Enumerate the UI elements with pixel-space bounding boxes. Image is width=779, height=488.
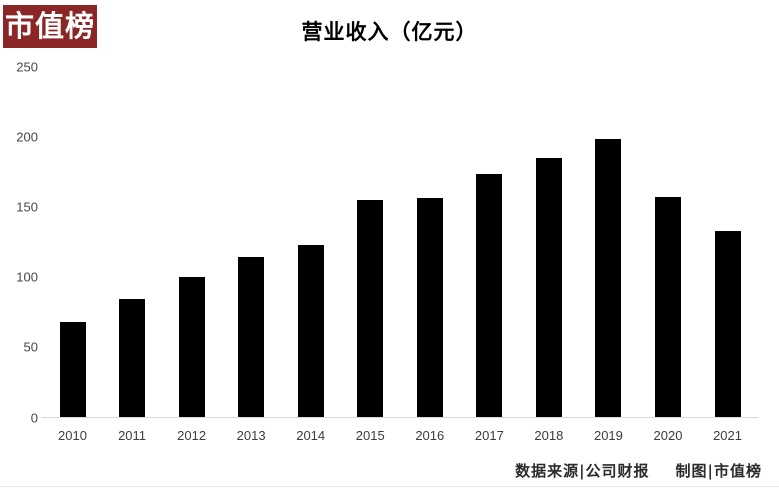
x-axis-tick-label: 2014 [296, 428, 326, 443]
y-axis-tick-label: 50 [23, 339, 38, 355]
bar-2010 [59, 321, 86, 417]
chart-credit-label: 制图|市值榜 [675, 462, 762, 480]
bar-2011 [119, 299, 146, 417]
data-source-label: 数据来源|公司财报 [515, 462, 650, 480]
x-axis-line [42, 417, 758, 418]
x-axis-tick-label: 2021 [713, 428, 742, 443]
bar-2020 [655, 196, 681, 417]
x-axis-tick-label: 2016 [415, 428, 445, 443]
bottom-divider [0, 486, 779, 487]
y-axis-tick-label: 100 [16, 269, 38, 285]
bar-2019 [595, 139, 622, 417]
bar-2017 [476, 174, 503, 417]
y-axis-tick-label: 0 [30, 410, 38, 425]
bar-2012 [178, 276, 205, 417]
bar-2015 [357, 199, 384, 417]
x-axis-tick-label: 2010 [58, 428, 87, 443]
y-axis-tick-label: 200 [16, 129, 38, 145]
x-axis-tick-label: 2013 [236, 428, 266, 443]
y-axis-tick-label: 150 [16, 199, 38, 215]
bar-2014 [297, 244, 324, 417]
bar-2018 [535, 157, 562, 417]
x-axis-tick-label: 2017 [474, 428, 504, 443]
y-axis-tick-label: 250 [16, 59, 38, 75]
x-axis-tick-label: 2015 [355, 428, 385, 443]
brand-logo: 市值榜 [3, 5, 97, 48]
footer-note: 数据来源|公司财报 制图|市值榜 [515, 460, 762, 481]
chart-title: 营业收入（亿元） [301, 19, 478, 44]
x-axis-tick-label: 2020 [653, 428, 683, 443]
x-axis-tick-label: 2011 [118, 428, 147, 443]
x-axis-tick-label: 2019 [593, 428, 623, 443]
x-axis-tick-label: 2012 [177, 428, 207, 443]
bar-2021 [714, 230, 741, 417]
bar-2013 [238, 257, 265, 417]
bar-2016 [416, 198, 443, 417]
x-axis-tick-label: 2018 [534, 428, 564, 443]
